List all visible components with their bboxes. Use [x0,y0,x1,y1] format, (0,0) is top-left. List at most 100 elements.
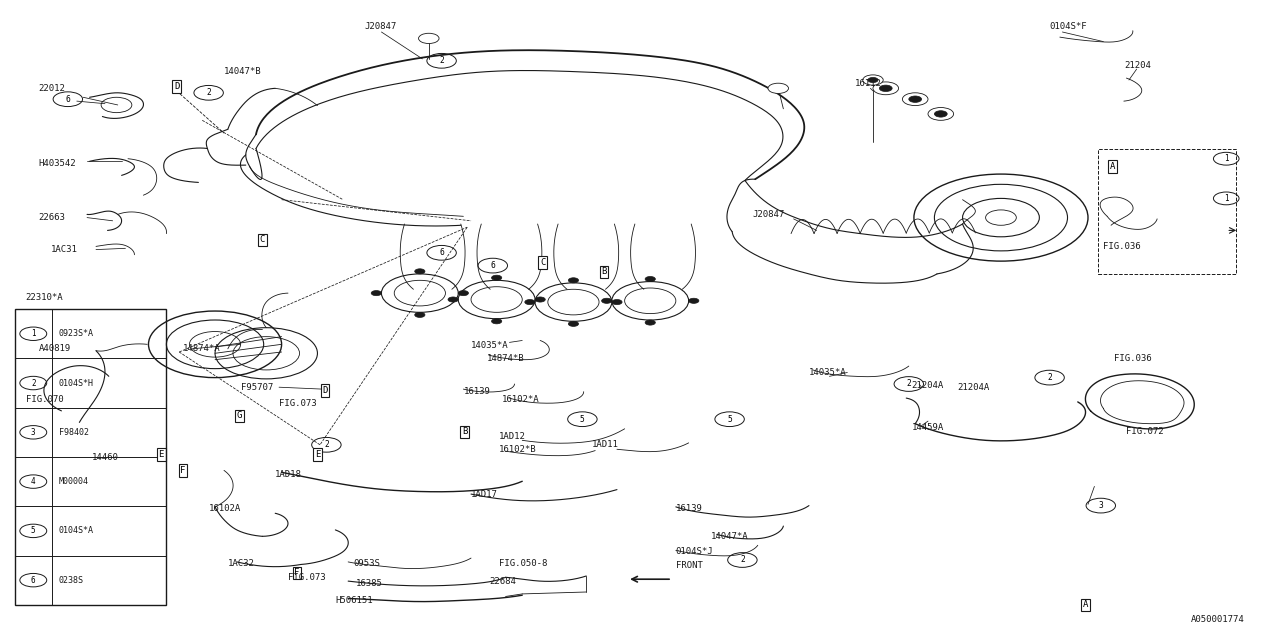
Text: A40819: A40819 [38,344,70,353]
Text: FIG.072: FIG.072 [1126,428,1164,436]
Text: C: C [540,258,545,267]
Text: 2: 2 [906,380,911,388]
Circle shape [492,319,502,324]
Text: H506151: H506151 [335,596,372,605]
Text: 6: 6 [439,248,444,257]
Text: C: C [260,236,265,244]
Circle shape [568,278,579,283]
Circle shape [371,291,381,296]
Text: 2: 2 [324,440,329,449]
Text: F: F [294,568,300,577]
Text: 21204A: 21204A [911,381,943,390]
Text: 5: 5 [580,415,585,424]
Text: 1AD18: 1AD18 [275,470,302,479]
Text: 14874*B: 14874*B [486,354,524,363]
Circle shape [525,300,535,305]
Text: 6: 6 [490,261,495,270]
Text: 1: 1 [31,329,36,339]
Text: D: D [323,386,328,395]
Text: 0238S: 0238S [59,575,84,585]
Text: 2: 2 [740,556,745,564]
Text: 1AD11: 1AD11 [591,440,618,449]
Text: FIG.070: FIG.070 [26,396,63,404]
Text: 1: 1 [1224,194,1229,203]
Circle shape [909,96,922,102]
Text: B: B [462,428,467,436]
Text: 21204: 21204 [1124,61,1151,70]
Text: 0953S: 0953S [353,559,380,568]
Text: A: A [1110,162,1115,171]
Text: F95707: F95707 [241,383,273,392]
Text: J20847: J20847 [753,210,785,219]
Text: A: A [1083,600,1088,609]
Text: G: G [237,412,242,420]
Text: 1AD12: 1AD12 [499,432,526,441]
Text: E: E [159,450,164,459]
Text: 16102A: 16102A [209,504,241,513]
Circle shape [863,75,883,85]
Text: 16102*A: 16102*A [502,396,539,404]
Text: 2: 2 [31,378,36,388]
Text: A050001774: A050001774 [1190,615,1244,624]
Text: 14047*A: 14047*A [710,532,748,541]
Text: 16102*B: 16102*B [499,445,536,454]
Text: 1: 1 [1224,154,1229,163]
Text: M00004: M00004 [59,477,88,486]
Text: F: F [180,466,186,475]
Text: 22012: 22012 [38,84,65,93]
Text: 5: 5 [727,415,732,424]
Circle shape [768,83,788,93]
Text: 0104S*J: 0104S*J [676,547,713,556]
Text: 0104S*A: 0104S*A [59,526,93,536]
Text: 0923S*A: 0923S*A [59,329,93,339]
Text: 22663: 22663 [38,213,65,222]
Text: FIG.036: FIG.036 [1114,354,1151,363]
Text: FIG.036: FIG.036 [1103,242,1140,251]
Text: J20847: J20847 [365,22,397,31]
Text: H403542: H403542 [38,159,76,168]
Text: 2: 2 [439,56,444,65]
Circle shape [602,298,612,303]
Circle shape [928,108,954,120]
Text: 0104S*H: 0104S*H [59,378,93,388]
Text: 14874*A: 14874*A [183,344,220,353]
Text: 21204A: 21204A [957,383,989,392]
Text: FIG.073: FIG.073 [279,399,316,408]
Text: 1AC32: 1AC32 [228,559,255,568]
Text: D: D [174,82,179,91]
Text: 6: 6 [65,95,70,104]
Text: 1AC31: 1AC31 [51,245,78,254]
Circle shape [868,77,878,83]
Circle shape [645,276,655,282]
Circle shape [612,300,622,305]
Circle shape [873,82,899,95]
Text: FIG.050-8: FIG.050-8 [499,559,548,568]
Text: 14459A: 14459A [911,423,943,432]
Text: 6: 6 [31,575,36,585]
Text: 14035*A: 14035*A [809,368,846,377]
Text: 3: 3 [31,428,36,437]
Text: 3: 3 [1098,501,1103,510]
Circle shape [458,291,468,296]
Text: FIG.073: FIG.073 [288,573,325,582]
Text: 5: 5 [31,526,36,536]
Text: F98402: F98402 [59,428,88,437]
Circle shape [492,275,502,280]
Circle shape [535,297,545,302]
Text: E: E [315,450,320,459]
Text: 14460: 14460 [92,453,119,462]
Text: 2: 2 [1047,373,1052,382]
Circle shape [419,33,439,44]
Text: 0104S*F: 0104S*F [1050,22,1087,31]
Text: 1AD17: 1AD17 [471,490,498,499]
Text: 22684: 22684 [489,577,516,586]
Circle shape [645,320,655,325]
Circle shape [448,297,458,302]
Text: FRONT: FRONT [676,561,703,570]
Text: 16112: 16112 [855,79,882,88]
Circle shape [415,312,425,317]
Text: B: B [602,268,607,276]
Text: 22310*A: 22310*A [26,293,63,302]
Text: 4: 4 [31,477,36,486]
Circle shape [879,85,892,92]
